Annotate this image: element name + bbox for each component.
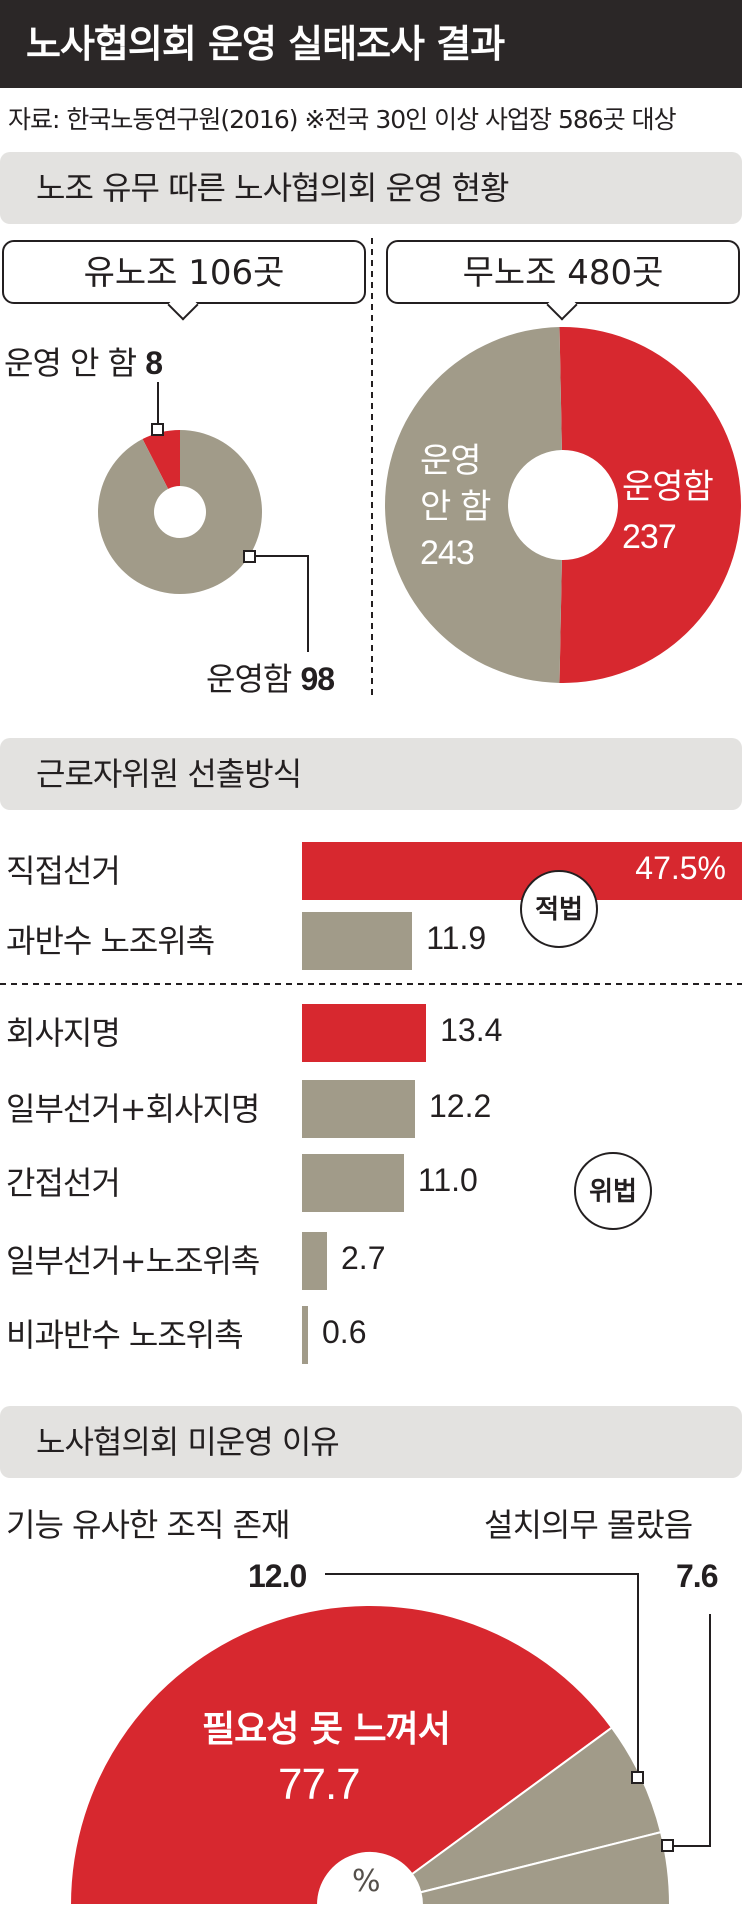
bar bbox=[302, 1306, 308, 1364]
nonunion-slice-not-operating bbox=[559, 327, 741, 683]
union-slice-not-operating bbox=[142, 430, 180, 489]
reason-no-need-label: 필요성 못 느껴서 bbox=[202, 1709, 451, 1750]
bar-value-label: 13.4 bbox=[440, 1012, 503, 1048]
illegal-badge: 위법 bbox=[574, 1152, 652, 1230]
reason-leader-marker-unaware bbox=[661, 1839, 674, 1852]
reason-leader-marker-similar-org bbox=[631, 1771, 644, 1784]
nonunion-operating-value: 237 bbox=[622, 518, 677, 556]
reason-leader-similar-org bbox=[325, 1573, 639, 1778]
nonunion-operating: 운영함 237 bbox=[622, 462, 714, 562]
unit-label: % bbox=[352, 1864, 380, 1899]
bar bbox=[302, 1154, 404, 1212]
bar bbox=[302, 842, 742, 900]
nonunion-not-operating-value: 243 bbox=[420, 534, 475, 572]
bar-value-label: 2.7 bbox=[341, 1240, 386, 1276]
reason-unaware-value: 7.6 bbox=[676, 1558, 718, 1594]
union-operating-label: 운영함 bbox=[206, 660, 292, 698]
semi-donut-hole bbox=[318, 1853, 422, 1905]
nonunion-not-operating-line2: 안 함 bbox=[420, 487, 491, 527]
union-leader-operating bbox=[250, 555, 309, 652]
bar-value-label: 12.2 bbox=[429, 1088, 492, 1124]
bar-label: 간접선거 bbox=[6, 1164, 121, 1202]
union-title: 유노조 106곳 bbox=[83, 253, 285, 293]
nonunion-not-operating-line1: 운영 bbox=[420, 441, 482, 481]
page-title: 노사협의회 운영 실태조사 결과 bbox=[0, 0, 742, 88]
reason-unaware-label: 설치의무 몰랐음 bbox=[484, 1506, 693, 1544]
union-operating-value: 98 bbox=[300, 661, 336, 697]
nonunion-operating-label: 운영함 bbox=[622, 467, 714, 507]
union-not-operating: 운영 안 함 8 bbox=[4, 338, 163, 384]
bar-label: 회사지명 bbox=[6, 1014, 121, 1052]
union-callout: 유노조 106곳 bbox=[2, 240, 366, 304]
union-not-operating-value: 8 bbox=[145, 345, 163, 381]
section-header-union-status: 노조 유무 따른 노사협의회 운영 현황 bbox=[0, 152, 742, 224]
bar-label: 직접선거 bbox=[6, 852, 121, 890]
bar bbox=[302, 1080, 415, 1138]
bar-value-label: 11.9 bbox=[426, 920, 487, 956]
bar-value-label: 0.6 bbox=[322, 1314, 367, 1350]
bar bbox=[302, 1004, 427, 1062]
section-header-selection-method: 근로자위원 선출방식 bbox=[0, 738, 742, 810]
bar-value-label: 47.5% bbox=[635, 850, 726, 886]
bar-label: 일부선거+노조위촉 bbox=[6, 1242, 260, 1280]
nonunion-title: 무노조 480곳 bbox=[462, 253, 664, 293]
union-leader-marker-not-operating bbox=[151, 423, 164, 436]
bar bbox=[302, 912, 413, 970]
bar bbox=[302, 1232, 327, 1290]
nonunion-slice-operating bbox=[384, 327, 562, 683]
nonunion-not-operating: 운영 안 함 243 bbox=[420, 438, 491, 576]
section-header-non-operation-reasons: 노사협의회 미운영 이유 bbox=[0, 1406, 742, 1478]
union-leader-marker-operating bbox=[243, 550, 256, 563]
reason-leader-unaware bbox=[668, 1614, 711, 1847]
bar-label: 과반수 노조위촉 bbox=[6, 922, 215, 960]
nonunion-callout: 무노조 480곳 bbox=[386, 240, 740, 304]
union-slice-operating bbox=[98, 430, 262, 594]
bar-label: 비과반수 노조위촉 bbox=[6, 1316, 244, 1354]
bar-value-label: 11.0 bbox=[417, 1162, 478, 1198]
legal-badge: 적법 bbox=[520, 870, 598, 948]
reason-no-need-value: 77.7 bbox=[278, 1760, 361, 1809]
union-operating: 운영함 98 bbox=[206, 654, 336, 700]
bar-label: 일부선거+회사지명 bbox=[6, 1090, 260, 1128]
source-note: 자료: 한국노동연구원(2016) ※전국 30인 이상 사업장 586곳 대상 bbox=[8, 105, 677, 134]
union-not-operating-label: 운영 안 함 bbox=[4, 344, 137, 382]
reason-similar-org-value: 12.0 bbox=[248, 1558, 307, 1594]
reason-similar-org-label: 기능 유사한 조직 존재 bbox=[6, 1506, 290, 1544]
